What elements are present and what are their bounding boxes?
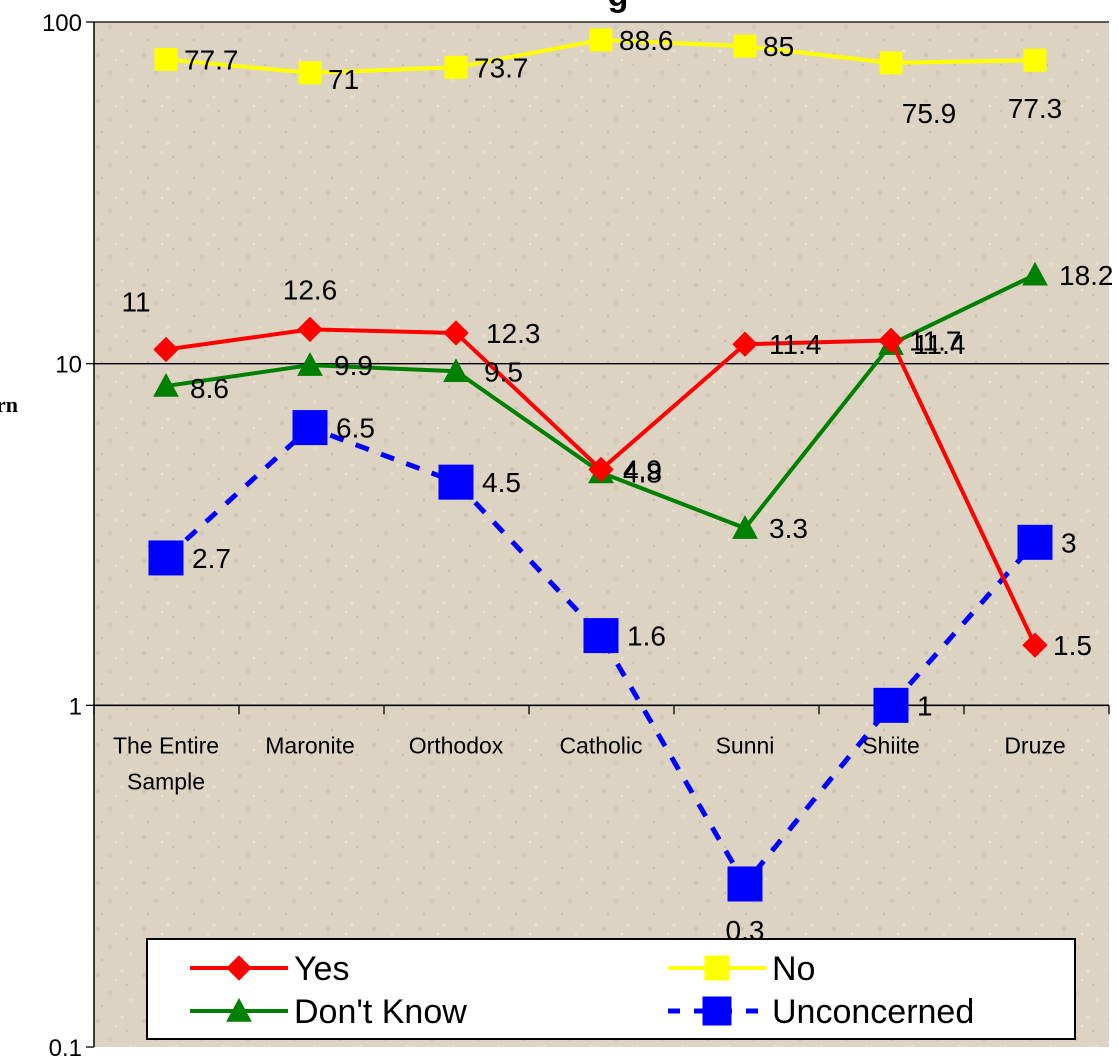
x-tick-label: Maronite [265, 732, 354, 758]
data-label-unconcerned: 3 [1061, 527, 1077, 558]
data-label-no: 77.3 [1008, 93, 1063, 124]
legend-box [146, 938, 1076, 1040]
data-point-unconcerned [873, 687, 909, 723]
data-point-yes [1022, 632, 1048, 658]
data-label-no: 85 [763, 31, 794, 62]
data-point-yes [588, 456, 614, 483]
data-point-yes [297, 316, 323, 343]
data-point-no [879, 51, 903, 75]
data-point-unconcerned [438, 464, 474, 500]
legend-label-unconcerned: Unconcerned [772, 993, 974, 1031]
data-label-don-t-know: 8.6 [190, 373, 229, 404]
data-point-unconcerned [1017, 524, 1053, 560]
data-label-yes: 11.7 [909, 325, 961, 356]
y-tick-label: 0.1 [49, 1035, 82, 1058]
data-point-unconcerned [148, 540, 184, 576]
data-label-no: 75.9 [902, 98, 957, 129]
data-label-unconcerned: 1.6 [627, 621, 666, 652]
x-tick-label: Sunni [716, 732, 775, 758]
data-label-no: 71 [328, 64, 359, 95]
data-label-unconcerned: 4.5 [482, 467, 521, 498]
data-point-don-t-know [153, 372, 179, 397]
plot-area [94, 22, 1109, 1047]
x-tick-label: Catholic [559, 732, 642, 758]
data-label-don-t-know: 9.5 [484, 356, 523, 387]
data-label-yes: 11.4 [769, 329, 821, 360]
data-label-don-t-know: 11.4 [913, 329, 965, 360]
data-label-unconcerned: 1 [917, 690, 933, 721]
data-point-don-t-know [732, 515, 758, 539]
data-point-no [154, 47, 178, 71]
legend-marker-no [704, 955, 730, 981]
data-label-don-t-know: 9.9 [334, 350, 373, 381]
data-point-unconcerned [292, 410, 328, 446]
legend-marker-don-t-know [226, 997, 252, 1022]
chart-title: g [608, 0, 629, 14]
x-tick-label: Shiite [862, 732, 920, 758]
data-label-don-t-know: 3.3 [769, 513, 808, 544]
data-point-don-t-know [443, 358, 469, 382]
data-point-don-t-know [1022, 261, 1048, 286]
data-point-no [589, 28, 613, 52]
data-label-no: 88.6 [619, 25, 674, 56]
data-label-no: 73.7 [474, 52, 529, 83]
x-tick-label: Orthodox [409, 732, 504, 758]
data-point-yes [443, 320, 469, 346]
data-point-yes [878, 327, 904, 354]
data-label-unconcerned: 6.5 [336, 413, 375, 444]
data-label-don-t-know: 4.8 [623, 458, 662, 489]
data-label-yes: 12.3 [486, 318, 541, 349]
legend-label-yes: Yes [294, 950, 349, 988]
data-label-yes: 11 [121, 287, 150, 318]
legend-marker-yes [226, 955, 252, 981]
legend-marker-unconcerned [702, 996, 732, 1026]
data-point-yes [732, 331, 758, 357]
x-tick-label: The Entire Sample [113, 732, 219, 794]
data-point-don-t-know [297, 352, 323, 376]
data-point-no [298, 61, 322, 85]
data-point-no [733, 34, 757, 58]
y-tick-label: 10 [55, 352, 82, 379]
data-point-no [1023, 48, 1047, 72]
data-label-yes: 4.9 [623, 455, 662, 486]
data-point-no [444, 55, 468, 79]
data-label-unconcerned: 2.7 [192, 543, 231, 574]
data-label-no: 77.7 [184, 44, 239, 75]
data-point-unconcerned [727, 866, 763, 902]
data-label-don-t-know: 18.2 [1059, 260, 1114, 291]
legend-label-don-t-know: Don't Know [294, 993, 467, 1031]
data-point-yes [153, 336, 179, 363]
data-point-unconcerned [583, 618, 619, 654]
data-label-yes: 12.6 [283, 274, 338, 305]
x-tick-label: Druze [1004, 732, 1065, 758]
y-tick-label: 1 [69, 693, 82, 720]
y-tick-label: 100 [42, 10, 82, 37]
data-label-yes: 1.5 [1053, 630, 1092, 661]
legend-label-no: No [772, 950, 815, 988]
y-axis-label: rn [0, 392, 18, 417]
legend: Yes No Don't Know Unconcerned [146, 938, 1076, 1040]
